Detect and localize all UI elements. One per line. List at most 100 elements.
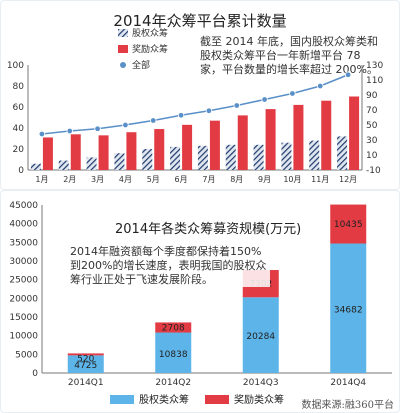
bottom-chart-title: 2014年各类众筹募资规模(万元) <box>115 222 302 237</box>
bottom-x-tick-label: 2014Q3 <box>243 378 279 388</box>
bottom-reward-bar <box>330 204 367 244</box>
top-right-tick-label: -10 <box>366 166 381 176</box>
top-legend-reward-label: 奖励众筹 <box>132 43 168 55</box>
top-right-tick-label: 50 <box>366 121 378 131</box>
bottom-equity-bar <box>242 297 279 373</box>
bottom-chart-annotation: 2014年融资额每个季度都保持着150%到200%的增长速度，表明我国的股权众筹… <box>70 245 270 287</box>
top-right-tick-label: 90 <box>366 91 378 101</box>
top-reward-bar <box>237 115 248 170</box>
top-x-tick-label: 4月 <box>119 175 132 184</box>
top-reward-bar <box>265 109 276 170</box>
top-x-tick-label: 7月 <box>202 175 215 184</box>
top-equity-bar <box>86 157 97 170</box>
top-equity-bar <box>170 146 181 170</box>
top-chart-annotation: 截至 2014 年底，国内股权众筹类和股权类众筹平台一年新增平台 78 家，平台… <box>200 35 380 77</box>
top-equity-bar <box>114 153 125 170</box>
top-reward-bar <box>126 132 137 170</box>
top-equity-bar <box>337 136 348 170</box>
bottom-equity-value-label: 10838 <box>159 350 188 360</box>
top-total-point <box>94 125 101 132</box>
bottom-reward-bar <box>67 353 104 356</box>
top-total-point <box>233 102 240 109</box>
bottom-x-tick-label: 2014Q4 <box>330 378 366 388</box>
top-equity-bar <box>197 145 208 170</box>
top-reward-bar <box>70 134 81 170</box>
top-equity-bar <box>281 142 292 170</box>
top-equity-bar <box>225 144 236 170</box>
top-equity-bar <box>309 140 320 170</box>
top-equity-bar <box>142 149 153 170</box>
top-reward-bar <box>293 104 304 170</box>
bottom-equity-bar <box>67 355 104 373</box>
top-right-tick-label: 70 <box>366 106 378 116</box>
top-total-point <box>150 117 157 124</box>
bottom-equity-value-label: 4725 <box>74 361 97 371</box>
bottom-reward-value-label: 520 <box>77 354 94 364</box>
top-x-tick-label: 9月 <box>258 175 271 184</box>
top-total-point <box>38 130 46 138</box>
top-left-tick-label: 0 <box>18 166 24 176</box>
bottom-equity-bar <box>330 243 367 373</box>
bottom-y-tick-label: 0 <box>32 369 38 379</box>
bottom-reward-bar <box>155 322 192 333</box>
top-left-tick-label: 60 <box>13 103 25 113</box>
top-reward-bar <box>182 124 193 170</box>
bottom-legend-equity-label: 股权类众筹 <box>139 393 189 406</box>
bottom-y-tick-label: 45000 <box>9 201 38 211</box>
top-left-tick-label: 40 <box>13 124 25 134</box>
top-right-tick-label: 130 <box>366 61 383 71</box>
top-x-tick-label: 2月 <box>63 175 76 184</box>
top-x-tick-label: 12月 <box>339 175 357 184</box>
bottom-y-tick-label: 5000 <box>15 350 38 360</box>
bottom-legend-reward-swatch <box>205 395 229 404</box>
top-reward-bar <box>321 100 332 170</box>
top-x-tick-label: 10月 <box>283 175 301 184</box>
top-total-point <box>122 121 129 129</box>
top-equity-bar <box>253 144 264 170</box>
top-legend-reward-swatch <box>118 45 128 53</box>
bottom-legend-equity-swatch <box>110 395 134 404</box>
top-reward-bar <box>209 120 220 170</box>
top-legend-total-marker <box>120 62 126 68</box>
top-chart-title: 2014年众筹平台累计数量 <box>113 12 287 30</box>
top-total-point <box>344 71 352 78</box>
top-left-tick-label: 80 <box>13 82 25 92</box>
top-left-tick-label: 100 <box>7 61 24 71</box>
bottom-y-tick-label: 20000 <box>9 294 38 304</box>
top-legend-equity-swatch <box>118 29 128 37</box>
top-right-tick-label: 10 <box>366 151 378 161</box>
bottom-reward-value-label: 10435 <box>334 220 363 230</box>
top-reward-bar <box>98 135 109 170</box>
bottom-equity-value-label: 34682 <box>334 305 363 315</box>
source-note: 数据来源:融360平台 <box>301 400 394 411</box>
top-total-point <box>66 127 73 135</box>
bottom-reward-value-label: 2708 <box>162 323 185 333</box>
top-total-line <box>41 74 349 135</box>
top-equity-bar <box>58 160 69 170</box>
top-x-tick-label: 1月 <box>35 175 48 184</box>
bottom-y-tick-label: 25000 <box>9 276 38 286</box>
bottom-y-tick-label: 35000 <box>9 238 38 248</box>
bottom-equity-value-label: 20284 <box>246 332 275 342</box>
top-right-tick-label: 110 <box>366 76 383 86</box>
top-reward-bar <box>349 96 360 170</box>
top-legend-equity-label: 股权众筹 <box>132 27 168 39</box>
bottom-y-tick-label: 30000 <box>9 257 38 267</box>
top-reward-bar <box>42 137 53 170</box>
bottom-x-tick-label: 2014Q1 <box>68 378 104 388</box>
bottom-equity-bar <box>155 332 192 373</box>
top-reward-bar <box>154 129 165 170</box>
top-total-point <box>289 90 296 97</box>
top-left-tick-label: 20 <box>13 145 25 155</box>
bottom-y-tick-label: 15000 <box>9 313 38 323</box>
top-total-point <box>177 112 185 119</box>
top-legend-total-label: 全部 <box>132 59 150 71</box>
top-x-tick-label: 11月 <box>311 175 329 184</box>
top-x-tick-label: 8月 <box>230 175 243 184</box>
top-x-tick-label: 3月 <box>91 175 104 184</box>
top-total-point <box>261 96 268 103</box>
top-x-tick-label: 5月 <box>147 175 160 184</box>
top-equity-bar <box>30 163 41 170</box>
top-right-tick-label: 30 <box>366 136 378 146</box>
